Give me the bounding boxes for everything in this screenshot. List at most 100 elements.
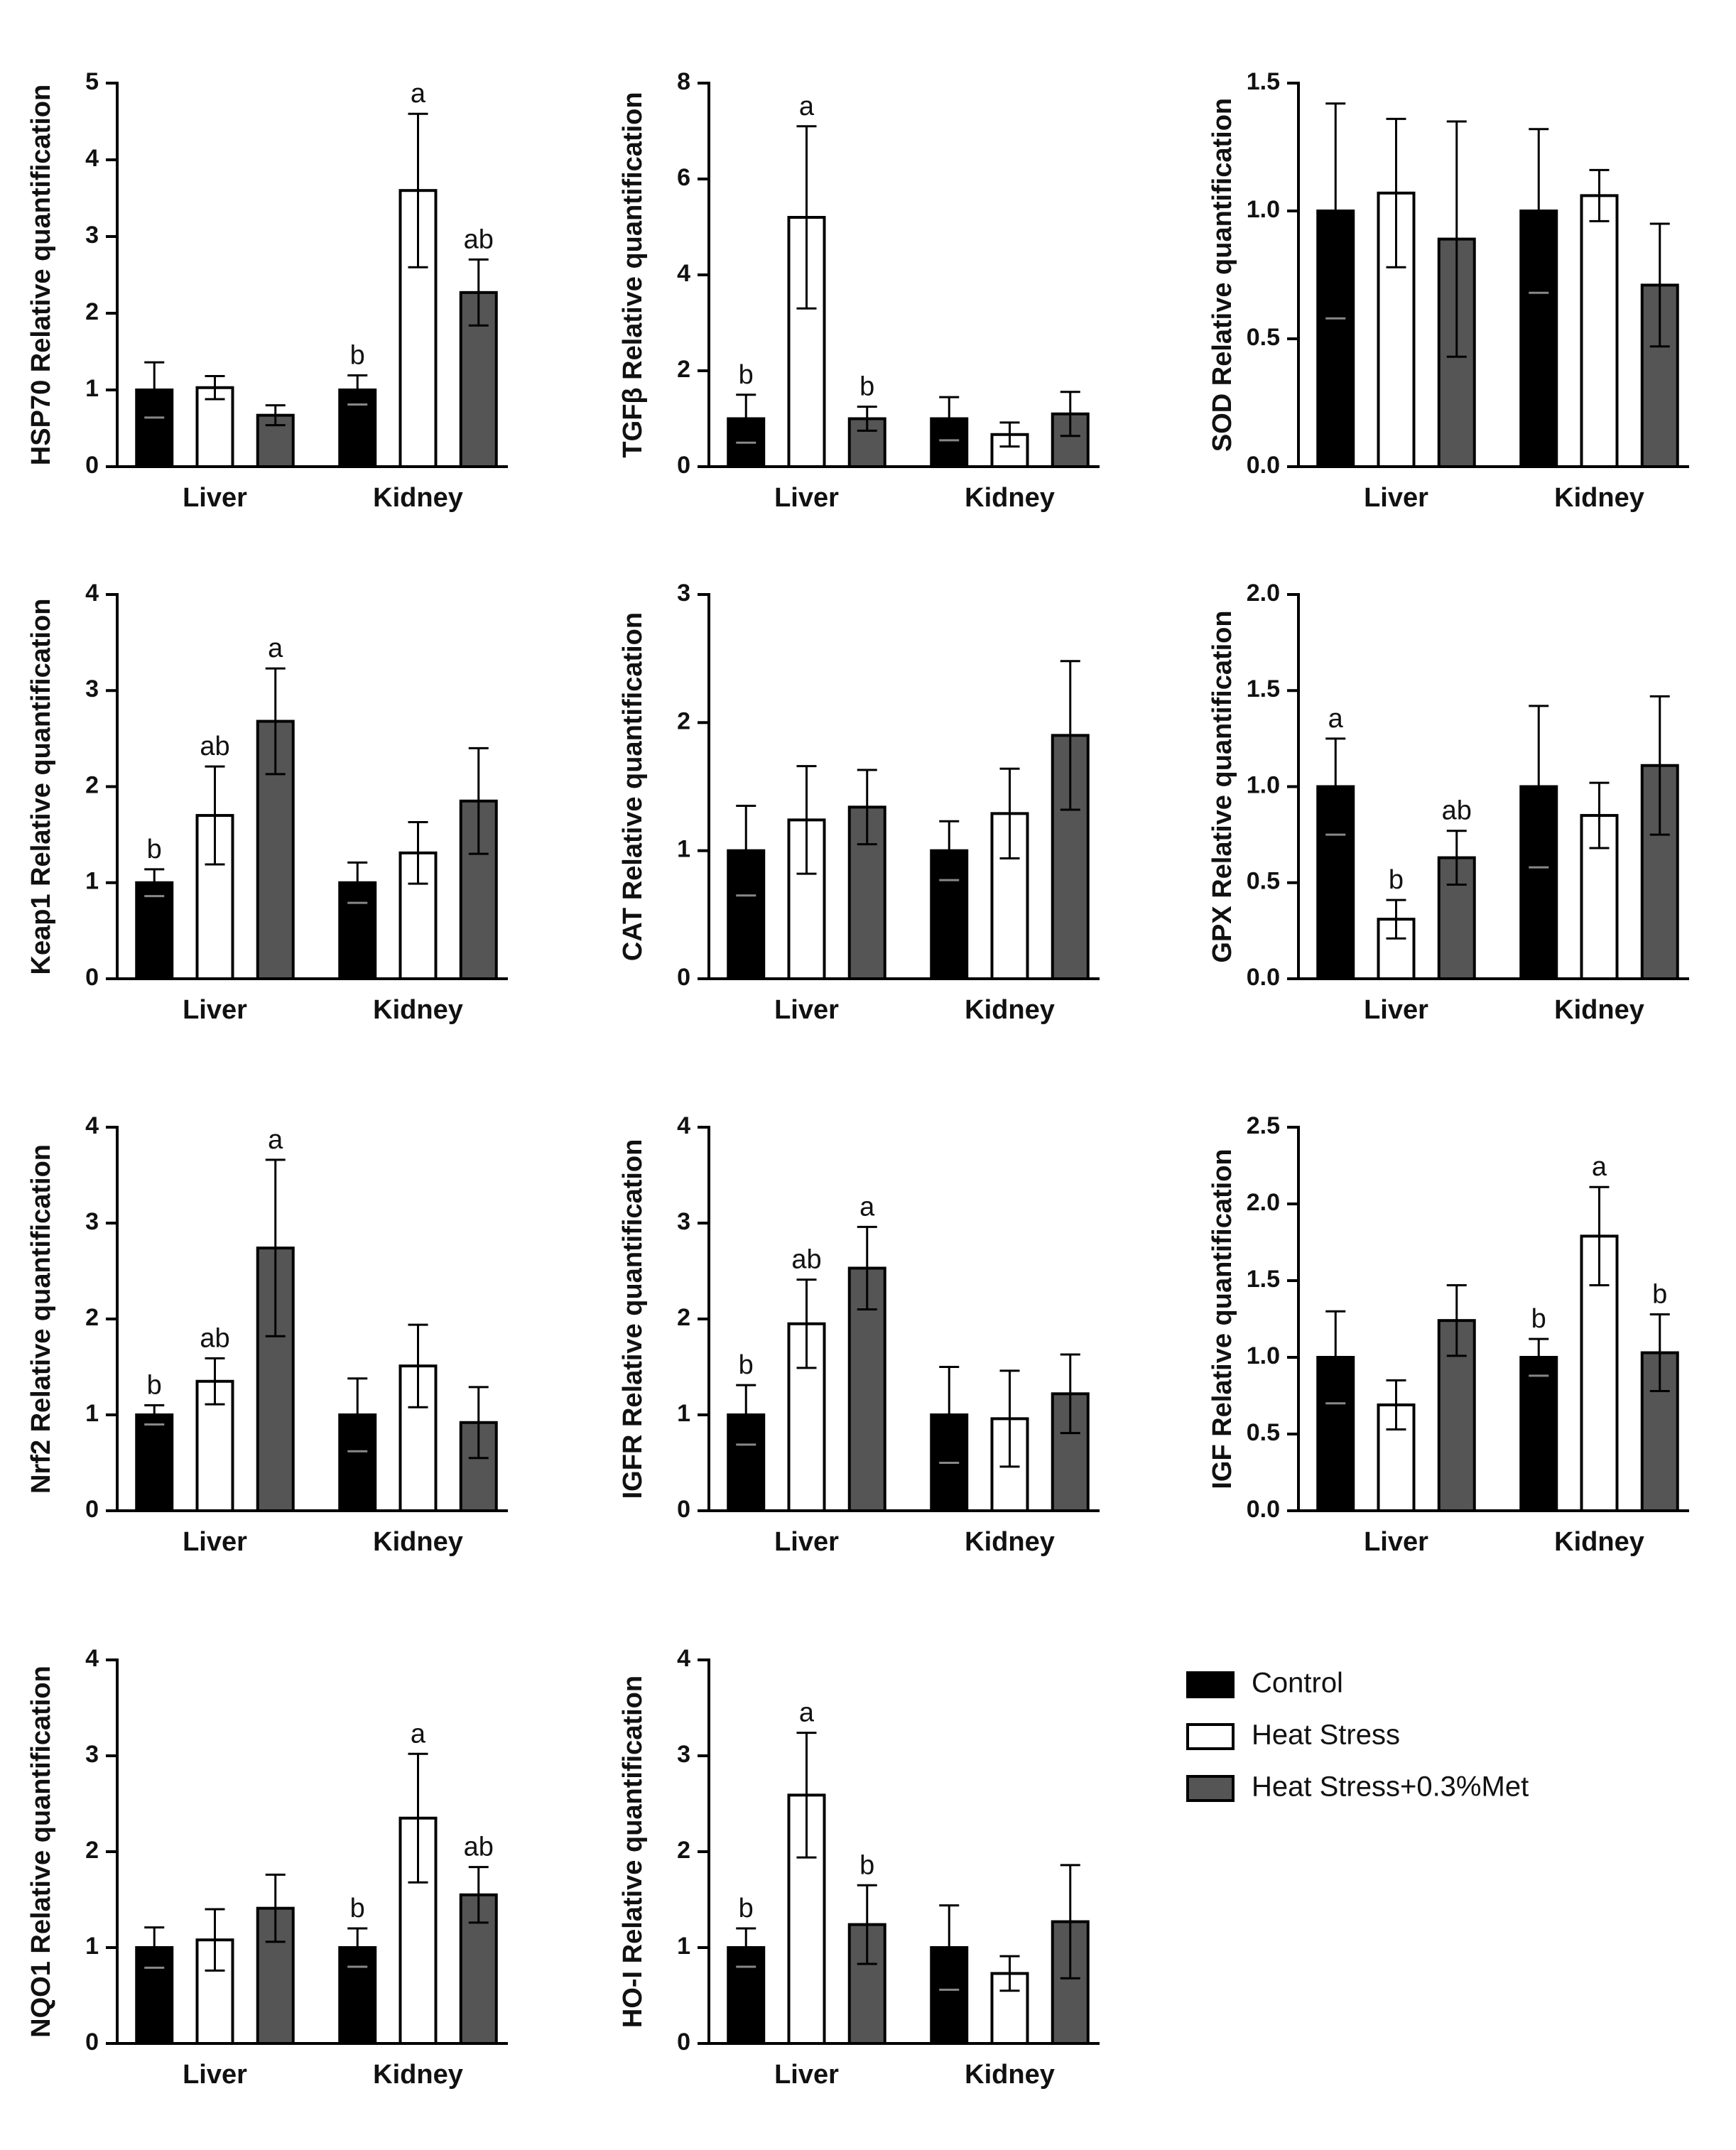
y-tick-label: 2 <box>677 1837 690 1864</box>
x-category-label: Liver <box>183 2060 247 2090</box>
bar-heat-stress <box>1580 1234 1619 1512</box>
significance-label: b <box>859 372 874 402</box>
y-tick-label: 4 <box>677 1112 690 1139</box>
y-tick-label: 2 <box>85 1837 99 1864</box>
significance-label: ab <box>1442 796 1472 826</box>
significance-label: a <box>859 1192 875 1222</box>
y-tick-label: 4 <box>85 145 99 172</box>
significance-label: b <box>739 1894 754 1923</box>
bar-control <box>930 1946 969 2045</box>
x-category-label: Kidney <box>373 995 463 1025</box>
chart-10: NQO1 Relative quantification 0 1 2 3 4 Liver b a… <box>26 1645 508 2090</box>
y-tick-label: 3 <box>677 1208 690 1235</box>
y-tick-label: 0 <box>677 452 690 479</box>
x-category-label: Liver <box>183 1527 247 1557</box>
x-category-label: Liver <box>774 2060 839 2090</box>
y-tick-label: 2 <box>85 1304 99 1331</box>
significance-label: a <box>1328 704 1344 734</box>
bar-control <box>135 1413 174 1512</box>
bar-control <box>1519 1356 1558 1512</box>
x-category-label: Liver <box>774 1527 839 1557</box>
y-axis-label: NQO1 Relative quantification <box>26 1666 56 2038</box>
significance-label: b <box>739 1350 754 1380</box>
y-tick-label: 6 <box>677 164 690 191</box>
y-tick-label: 0.5 <box>1247 868 1280 895</box>
x-category-label: Kidney <box>965 2060 1055 2090</box>
y-tick-label: 0.5 <box>1247 1419 1280 1446</box>
significance-label: b <box>350 1894 365 1923</box>
y-tick-label: 2 <box>677 707 690 734</box>
significance-label: a <box>411 1719 426 1749</box>
x-category-label: Kidney <box>373 2060 463 2090</box>
y-tick-label: 1 <box>85 1933 99 1960</box>
significance-label: ab <box>464 224 494 254</box>
chart-8: IGFR Relative quantification 0 1 2 3 4 b ab a Liv… <box>618 1112 1100 1557</box>
chart-5: CAT Relative quantification 0 1 2 3 Liver Kidn… <box>618 580 1100 1025</box>
x-category-label: Liver <box>1364 995 1428 1025</box>
y-tick-label: 1 <box>677 1400 690 1427</box>
significance-label: b <box>1652 1280 1667 1310</box>
y-tick-label: 1 <box>85 375 99 402</box>
legend-swatch <box>1186 1723 1235 1750</box>
y-tick-label: 0 <box>677 1496 690 1523</box>
y-axis-label: GPX Relative quantification <box>1208 610 1237 962</box>
y-tick-label: 1.0 <box>1247 1342 1280 1369</box>
chart-11: HO-I Relative quantification 0 1 2 3 4 b a b Live… <box>618 1645 1100 2090</box>
legend-swatch <box>1186 1671 1235 1698</box>
significance-label: ab <box>200 1323 229 1353</box>
y-axis-label: IGF Relative quantification <box>1208 1149 1237 1489</box>
y-tick-label: 2 <box>677 356 690 383</box>
significance-label: a <box>411 79 426 109</box>
y-tick-label: 3 <box>677 580 690 607</box>
y-tick-label: 0 <box>677 964 690 991</box>
x-category-label: Kidney <box>965 1527 1055 1557</box>
x-category-label: Kidney <box>373 483 463 513</box>
y-tick-label: 1.0 <box>1247 196 1280 223</box>
significance-label: b <box>739 360 754 390</box>
significance-label: b <box>147 835 162 864</box>
significance-label: a <box>799 1698 815 1728</box>
bar-control <box>135 881 174 980</box>
significance-label: b <box>350 340 365 370</box>
y-tick-label: 2 <box>85 298 99 325</box>
significance-label: ab <box>464 1833 494 1862</box>
x-category-label: Liver <box>1364 483 1428 513</box>
legend-swatch <box>1186 1775 1235 1802</box>
y-tick-label: 0 <box>85 964 99 991</box>
y-tick-label: 3 <box>677 1741 690 1768</box>
significance-label: b <box>147 1371 162 1401</box>
significance-label: b <box>1389 865 1404 895</box>
x-category-label: Kidney <box>1554 995 1644 1025</box>
y-tick-label: 4 <box>677 260 690 287</box>
chart-3: SOD Relative quantification 0.0 0.5 1.0 1.5 L… <box>1208 68 1689 513</box>
y-tick-label: 3 <box>85 1741 99 1768</box>
y-tick-label: 3 <box>85 222 99 249</box>
bar-heat-stress-0-3-met <box>847 1266 886 1512</box>
y-tick-label: 1 <box>85 1400 99 1427</box>
x-category-label: Kidney <box>373 1527 463 1557</box>
y-axis-label: SOD Relative quantification <box>1208 98 1237 452</box>
chart-4: Keap1 Relative quantification 0 1 2 3 4 b ab a Li… <box>26 580 508 1025</box>
significance-label: a <box>799 92 815 121</box>
y-tick-label: 4 <box>677 1645 690 1672</box>
y-tick-label: 0.0 <box>1247 452 1280 479</box>
y-tick-label: 3 <box>85 1208 99 1235</box>
y-axis-label: HO-I Relative quantification <box>618 1676 648 2028</box>
significance-label: a <box>1592 1152 1607 1182</box>
legend-label: Heat Stress+0.3%Met <box>1252 1771 1529 1803</box>
legend: Control Heat Stress Heat Stress+0.3%Met <box>1186 1668 1529 1803</box>
bar-heat-stress <box>195 814 234 980</box>
y-tick-label: 5 <box>85 68 99 95</box>
y-tick-label: 1 <box>677 836 690 863</box>
y-tick-label: 4 <box>85 1645 99 1672</box>
significance-label: a <box>268 1125 283 1155</box>
significance-label: a <box>268 634 283 663</box>
y-tick-label: 0 <box>85 1496 99 1523</box>
y-tick-label: 3 <box>85 675 99 702</box>
x-category-label: Liver <box>1364 1527 1428 1557</box>
legend-label: Heat Stress <box>1252 1720 1400 1751</box>
y-tick-label: 1.5 <box>1247 1266 1280 1293</box>
y-tick-label: 1.5 <box>1247 68 1280 95</box>
y-tick-label: 2.0 <box>1247 1189 1280 1216</box>
